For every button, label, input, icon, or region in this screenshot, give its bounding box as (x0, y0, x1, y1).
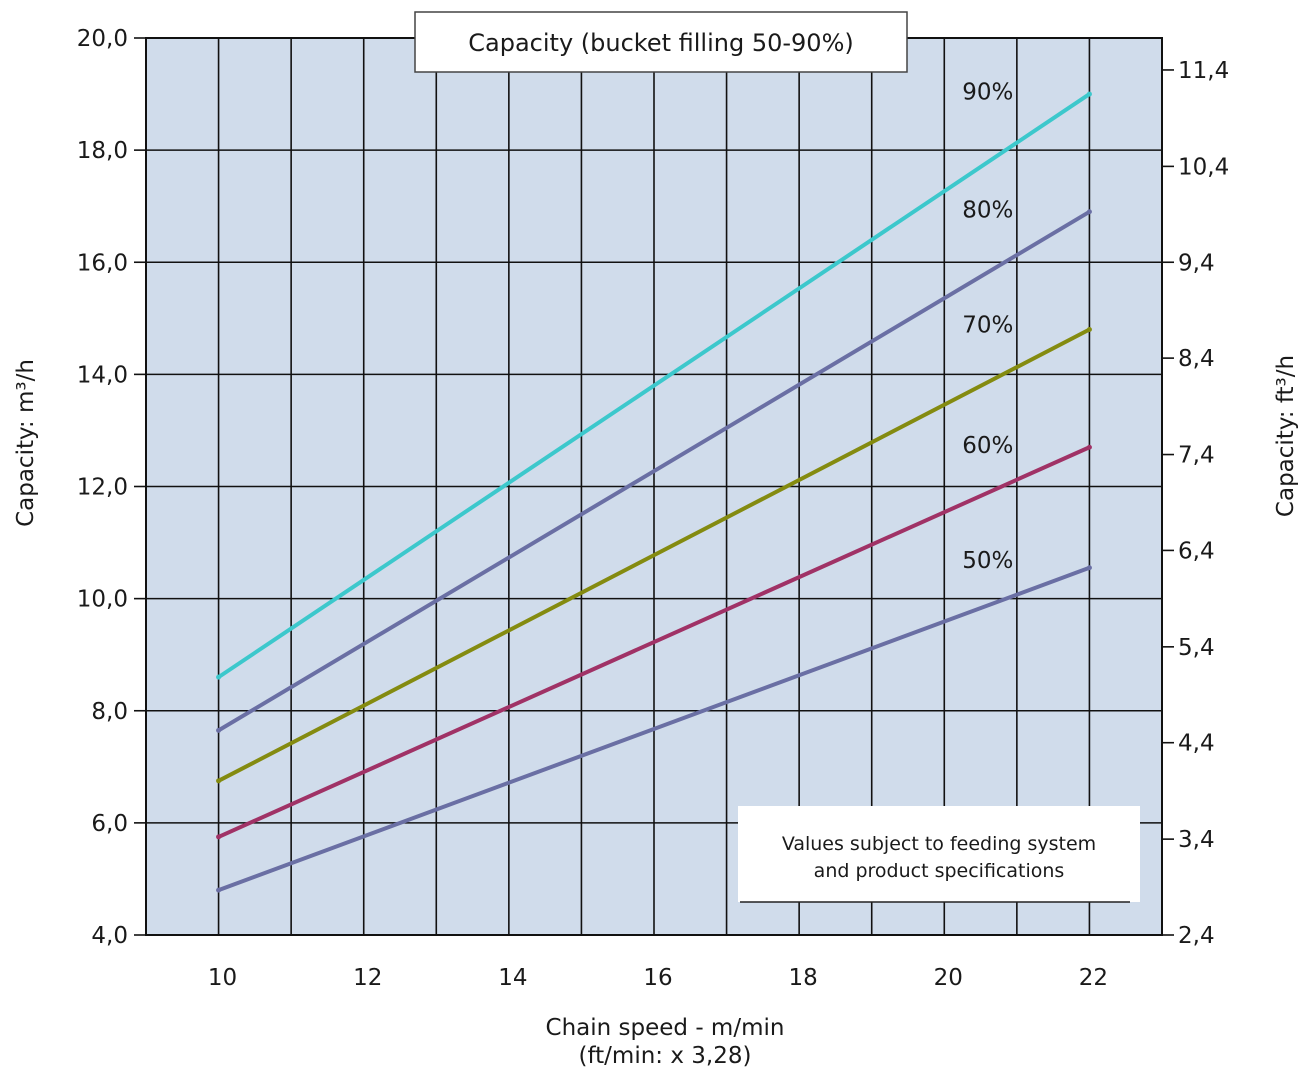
title-box: Capacity (bucket filling 50-90%) (414, 11, 908, 73)
y-tick-label: 6,0 (91, 811, 128, 837)
x-tick-label: 16 (643, 965, 672, 991)
grid (146, 38, 1162, 935)
x-tick-label: 10 (208, 965, 237, 991)
x-axis-title: Chain speed - m/min (546, 1015, 785, 1041)
y2-tick-label: 5,4 (1178, 635, 1215, 661)
series-point (216, 727, 222, 733)
series-label-70pct: 70% (962, 312, 1013, 338)
series-label-50pct: 50% (962, 548, 1013, 574)
series-point (1086, 209, 1092, 215)
tick-labels: 4,0 6,0 8,0 10,0 12,0 14,0 16,0 18,0 20,0 2,4 3,4 4… (77, 26, 1229, 991)
y2-tick-label: 4,4 (1178, 731, 1215, 757)
y2-tick-label: 6,4 (1178, 538, 1215, 564)
y-tick-label: 20,0 (77, 26, 128, 52)
y2-tick-label: 9,4 (1178, 250, 1215, 276)
x-tick-label: 12 (353, 965, 382, 991)
series-point (216, 887, 222, 893)
x-axis-subtitle: (ft/min: x 3,28) (579, 1043, 752, 1069)
y-tick-label: 10,0 (77, 587, 128, 613)
note-line-2: and product specifications (814, 860, 1065, 882)
chart-title: Capacity (bucket filling 50-90%) (468, 29, 853, 57)
series-line-80pct (216, 209, 1092, 733)
x-tick-label: 22 (1079, 965, 1108, 991)
x-tick-label: 14 (498, 965, 527, 991)
y-tick-label: 18,0 (77, 138, 128, 164)
note-line-1: Values subject to feeding system (782, 833, 1096, 855)
series-line-50pct (216, 565, 1092, 893)
series-point (216, 674, 222, 680)
x-tick-label: 20 (934, 965, 963, 991)
series-label-60pct: 60% (962, 433, 1013, 459)
y-axis-title: Capacity: m³/h (13, 359, 39, 527)
series-point (1086, 444, 1092, 450)
series-point (1086, 91, 1092, 97)
y-tick-label: 8,0 (91, 699, 128, 725)
series-label-80pct: 80% (962, 197, 1013, 223)
y2-tick-label: 10,4 (1178, 154, 1229, 180)
y2-tick-label: 3,4 (1178, 827, 1215, 853)
y2-tick-label: 8,4 (1178, 346, 1215, 372)
series-point (1086, 565, 1092, 571)
y-tick-label: 4,0 (91, 923, 128, 949)
series-point (216, 778, 222, 784)
series-point (1086, 327, 1092, 333)
series-labels: 90% 80% 70% 60% 50% (962, 80, 1013, 574)
y-tick-label: 16,0 (77, 250, 128, 276)
series-group (216, 91, 1092, 893)
series-label-90pct: 90% (962, 80, 1013, 106)
series-line-60pct (216, 445, 1092, 839)
y2-axis-title: Capacity: ft³/h (1273, 355, 1299, 517)
y-tick-label: 14,0 (77, 362, 128, 388)
x-tick-label: 18 (789, 965, 818, 991)
series-line-70pct (216, 327, 1092, 783)
series-point (216, 834, 222, 840)
note-box: Values subject to feeding system and pro… (738, 806, 1140, 903)
y-tick-label: 12,0 (77, 475, 128, 501)
y2-tick-label: 2,4 (1178, 923, 1215, 949)
y2-tick-label: 11,4 (1178, 58, 1229, 84)
y2-tick-label: 7,4 (1178, 443, 1215, 469)
series-line-90pct (216, 92, 1092, 680)
